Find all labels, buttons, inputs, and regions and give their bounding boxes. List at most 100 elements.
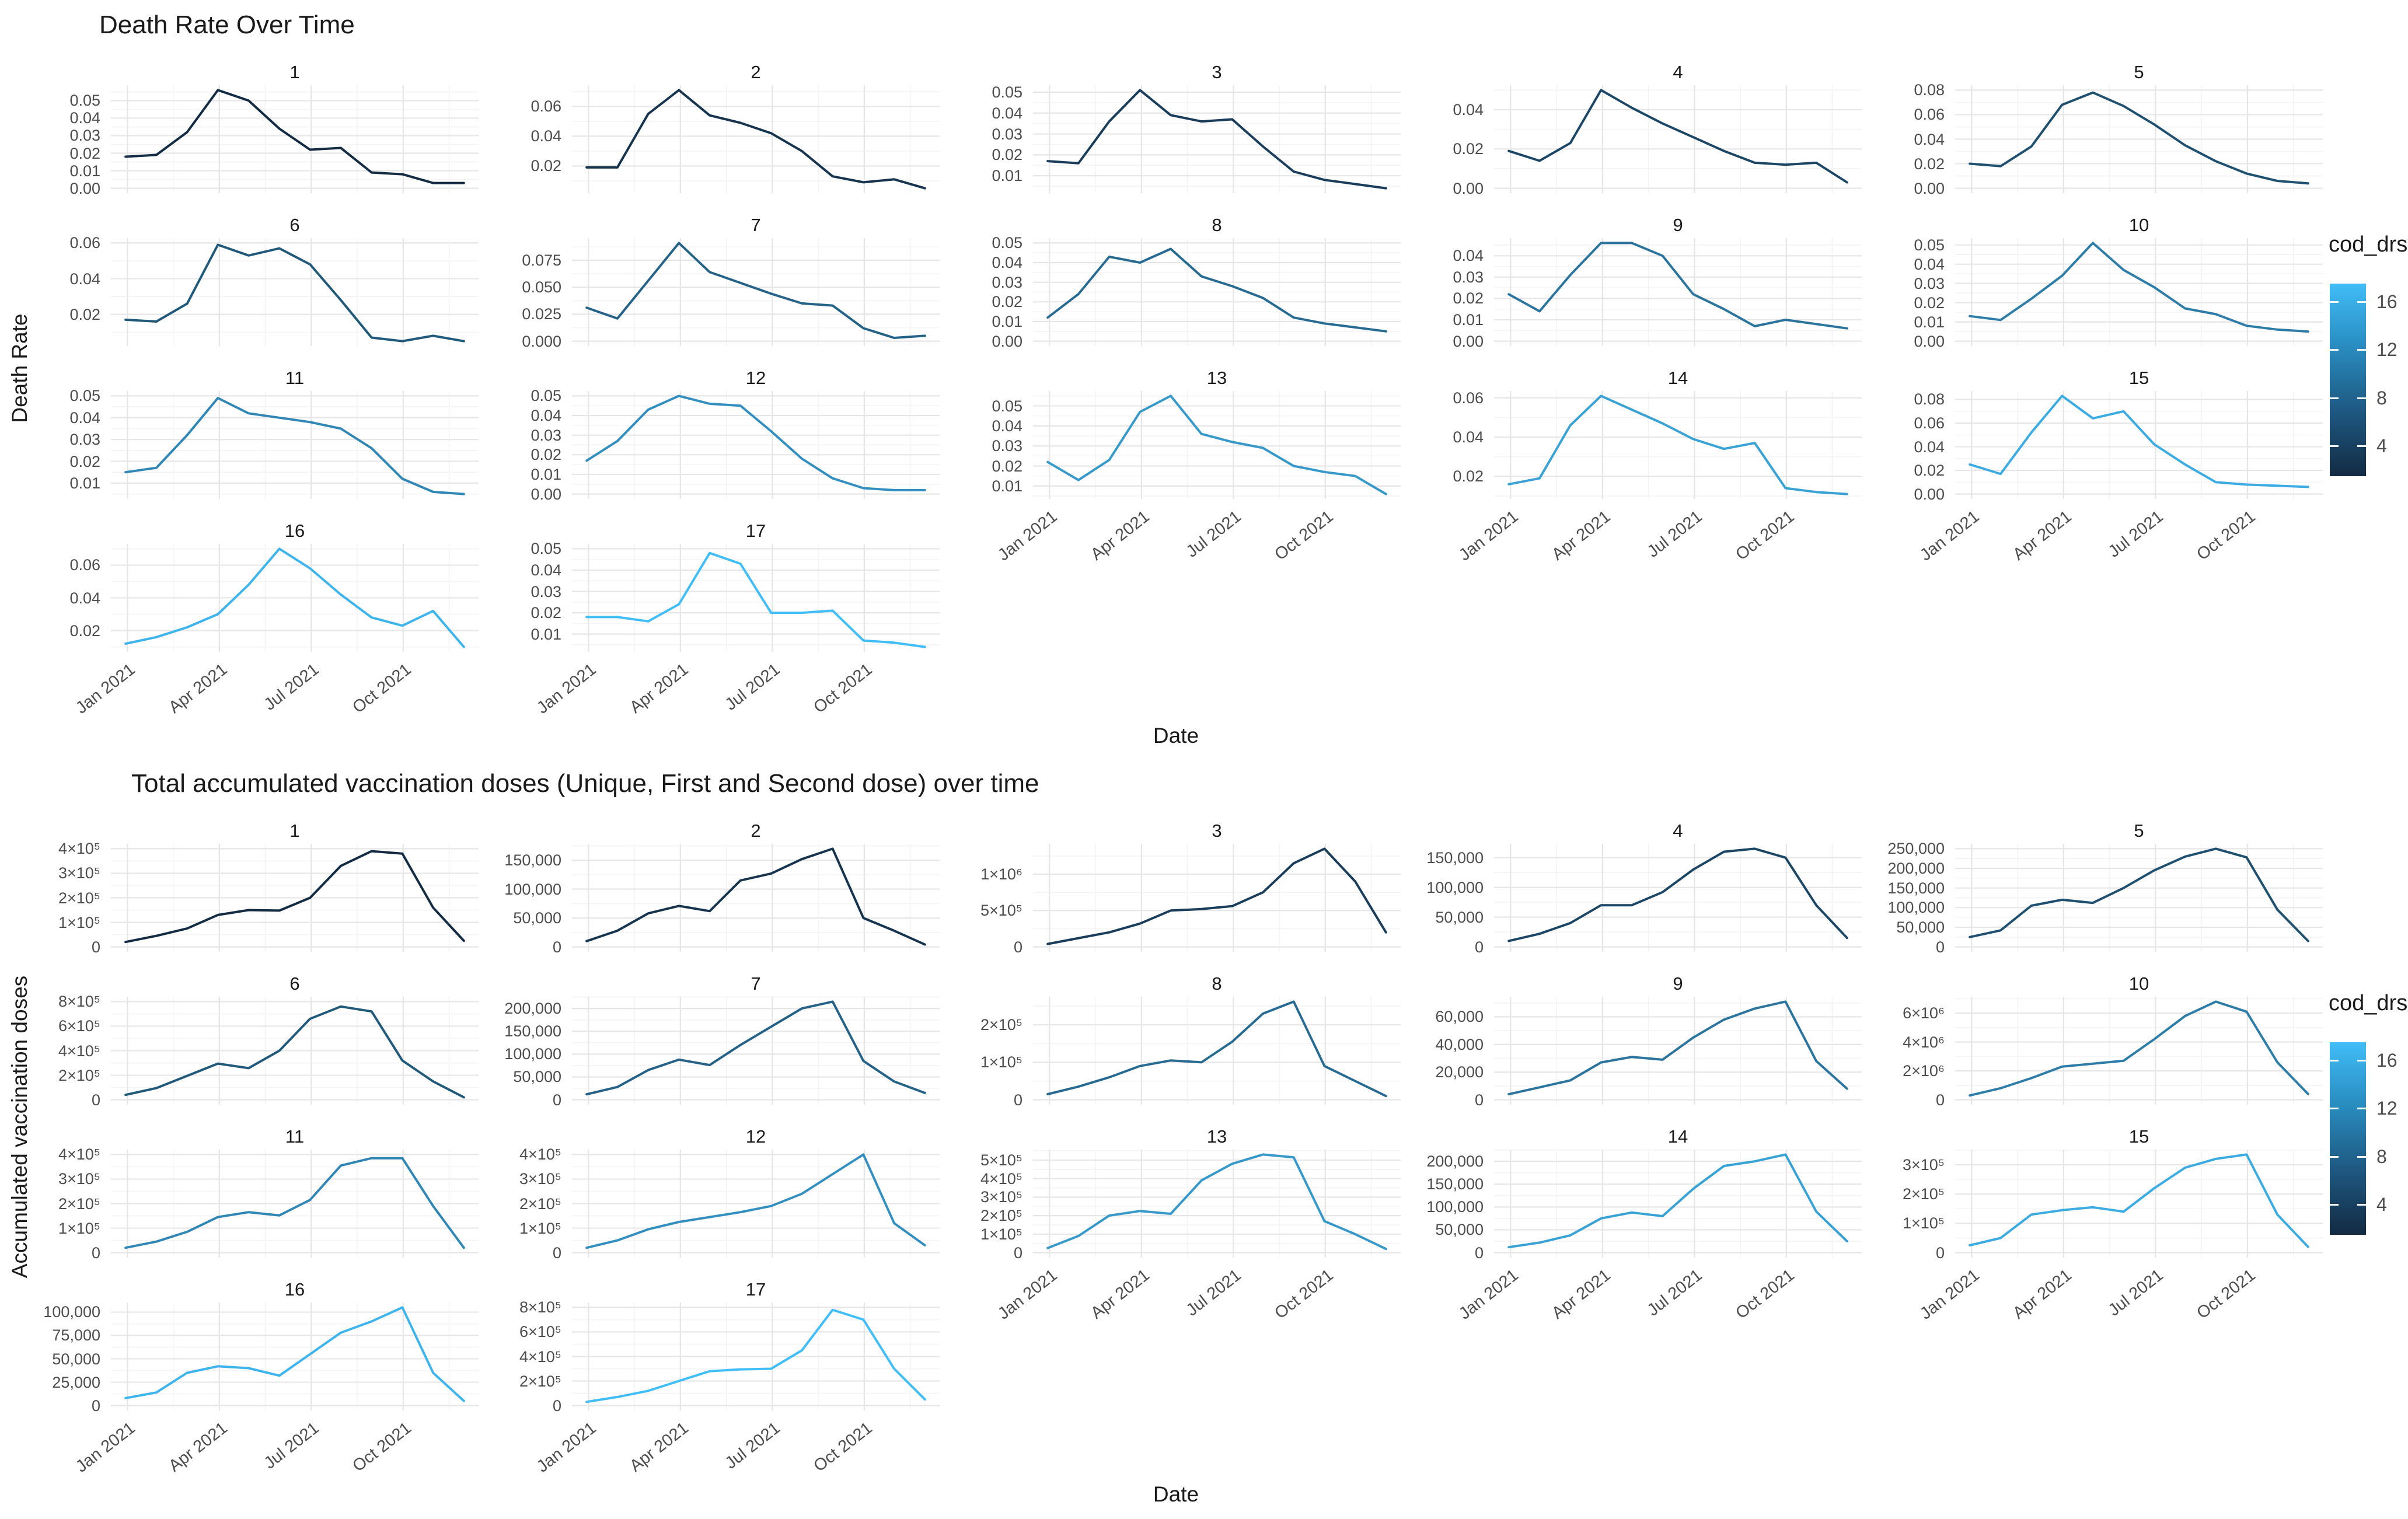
y-tick-label: 40,000 bbox=[1435, 1035, 1484, 1053]
facet-label: 13 bbox=[1206, 1126, 1227, 1147]
x-tick-label: Apr 2021 bbox=[2009, 507, 2075, 564]
y-tick-label: 100,000 bbox=[1426, 878, 1484, 896]
y-tick-label: 2×10⁵ bbox=[58, 889, 100, 907]
facet-grid: 1 0 1×10⁵ 2×10⁵ 3×10⁵ 4×10⁵ 2 0 50,000 100,000 150… bbox=[0, 759, 2408, 1519]
y-tick-label: 150,000 bbox=[1887, 879, 1945, 897]
y-tick-label: 0.01 bbox=[69, 474, 100, 492]
facet-panel bbox=[111, 1150, 479, 1258]
y-tick-label: 4×10⁶ bbox=[1903, 1033, 1945, 1051]
facet-label: 12 bbox=[745, 368, 766, 388]
data-line bbox=[1046, 394, 1387, 495]
legend-title: cod_drs bbox=[2329, 991, 2408, 1015]
y-tick-label: 0.050 bbox=[522, 278, 561, 296]
y-tick-label: 0 bbox=[1013, 1091, 1022, 1109]
data-line bbox=[1046, 89, 1387, 190]
y-tick-label: 2×10⁵ bbox=[980, 1207, 1022, 1225]
data-line bbox=[124, 397, 465, 495]
y-tick-label: 0.02 bbox=[992, 146, 1022, 164]
y-tick-label: 3×10⁵ bbox=[58, 864, 100, 882]
data-line bbox=[1507, 394, 1848, 495]
y-tick-label: 1×10⁵ bbox=[1902, 1214, 1945, 1232]
x-tick-label: Apr 2021 bbox=[1087, 1266, 1153, 1323]
y-tick-label: 1×10⁵ bbox=[980, 1053, 1022, 1071]
y-tick-label: 0.04 bbox=[531, 407, 561, 425]
legend-tick-label: 12 bbox=[2376, 339, 2397, 361]
y-tick-label: 2×10⁵ bbox=[58, 1195, 100, 1213]
y-tick-label: 0 bbox=[91, 938, 100, 956]
y-tick-label: 0.01 bbox=[992, 312, 1022, 330]
facet-label: 10 bbox=[2128, 973, 2149, 994]
x-tick-label: Oct 2021 bbox=[1271, 507, 1337, 564]
y-tick-label: 0.05 bbox=[1914, 236, 1945, 254]
facet-label: 4 bbox=[1673, 62, 1683, 82]
y-tick-label: 0.00 bbox=[1453, 332, 1484, 350]
facet-panel bbox=[111, 544, 479, 652]
facet-label: 9 bbox=[1673, 215, 1683, 235]
legend-tick-label: 16 bbox=[2376, 1049, 2397, 1071]
data-line bbox=[124, 547, 465, 648]
y-tick-label: 4×10⁵ bbox=[58, 840, 100, 858]
facet-label: 10 bbox=[2128, 215, 2149, 235]
y-tick-label: 20,000 bbox=[1435, 1063, 1484, 1081]
y-tick-label: 0.08 bbox=[1914, 390, 1945, 408]
x-tick-label: Jan 2021 bbox=[994, 507, 1062, 565]
y-tick-label: 0.03 bbox=[69, 127, 100, 145]
facet-label: 12 bbox=[745, 1126, 766, 1147]
y-tick-label: 0.05 bbox=[69, 92, 100, 110]
y-tick-label: 0.05 bbox=[992, 234, 1022, 252]
y-tick-label: 0.06 bbox=[1453, 389, 1484, 407]
y-tick-label: 0 bbox=[1013, 1244, 1022, 1262]
data-line bbox=[124, 850, 465, 944]
legend-tick-mark bbox=[2357, 1204, 2366, 1206]
y-tick-label: 50,000 bbox=[1896, 918, 1945, 936]
y-tick-label: 0.06 bbox=[531, 97, 561, 116]
x-tick-label: Jan 2021 bbox=[1917, 1266, 1984, 1324]
facet-panel bbox=[1494, 85, 1862, 193]
x-axis-title: Date bbox=[1153, 724, 1199, 748]
y-tick-label: 1×10⁵ bbox=[58, 913, 100, 931]
y-tick-label: 250,000 bbox=[1887, 840, 1945, 858]
y-tick-label: 0.04 bbox=[69, 408, 100, 427]
y-tick-label: 0.03 bbox=[1914, 274, 1945, 292]
facet-panel bbox=[1033, 844, 1401, 952]
facet-label: 17 bbox=[745, 521, 766, 541]
legend-tick-mark bbox=[2357, 301, 2366, 303]
x-tick-label: Jul 2021 bbox=[2105, 507, 2168, 561]
data-line bbox=[124, 1005, 465, 1099]
x-tick-label: Apr 2021 bbox=[1548, 507, 1614, 564]
y-tick-label: 0.08 bbox=[1914, 81, 1945, 99]
y-tick-label: 0.05 bbox=[992, 83, 1022, 101]
data-line bbox=[1046, 247, 1387, 333]
legend-tick-mark bbox=[2330, 1204, 2339, 1206]
y-tick-label: 1×10⁵ bbox=[519, 1219, 561, 1237]
legend-tick-mark bbox=[2357, 1108, 2366, 1110]
y-tick-label: 0.02 bbox=[531, 446, 561, 464]
facet-label: 2 bbox=[751, 820, 761, 841]
y-tick-label: 0.04 bbox=[1914, 438, 1945, 456]
y-tick-label: 0.02 bbox=[992, 293, 1022, 311]
y-tick-label: 100,000 bbox=[504, 1045, 561, 1063]
y-tick-label: 150,000 bbox=[504, 1022, 561, 1040]
y-tick-label: 0.01 bbox=[1453, 311, 1484, 329]
y-tick-label: 0.03 bbox=[531, 582, 561, 600]
data-line bbox=[124, 89, 465, 184]
y-tick-label: 50,000 bbox=[52, 1350, 100, 1368]
facet-panel bbox=[572, 85, 940, 193]
y-tick-label: 2×10⁵ bbox=[519, 1372, 561, 1390]
facet-panel bbox=[572, 544, 940, 652]
y-tick-label: 1×10⁵ bbox=[58, 1219, 100, 1237]
y-tick-label: 0.04 bbox=[992, 417, 1022, 435]
y-tick-label: 0.03 bbox=[69, 431, 100, 449]
y-tick-label: 0 bbox=[91, 1244, 100, 1262]
y-tick-label: 2×10⁵ bbox=[980, 1016, 1022, 1034]
y-tick-label: 0 bbox=[552, 1396, 561, 1415]
x-tick-label: Apr 2021 bbox=[1548, 1266, 1614, 1323]
facet-label: 1 bbox=[289, 820, 300, 841]
y-tick-label: 0.06 bbox=[1914, 414, 1945, 432]
y-tick-label: 2×10⁵ bbox=[1902, 1185, 1945, 1203]
y-tick-label: 0.02 bbox=[1914, 462, 1945, 480]
facet-panel bbox=[1955, 85, 2323, 193]
color-legend: cod_drs 16 12 8 4 bbox=[2327, 232, 2408, 524]
y-tick-label: 5×10⁵ bbox=[980, 902, 1022, 920]
